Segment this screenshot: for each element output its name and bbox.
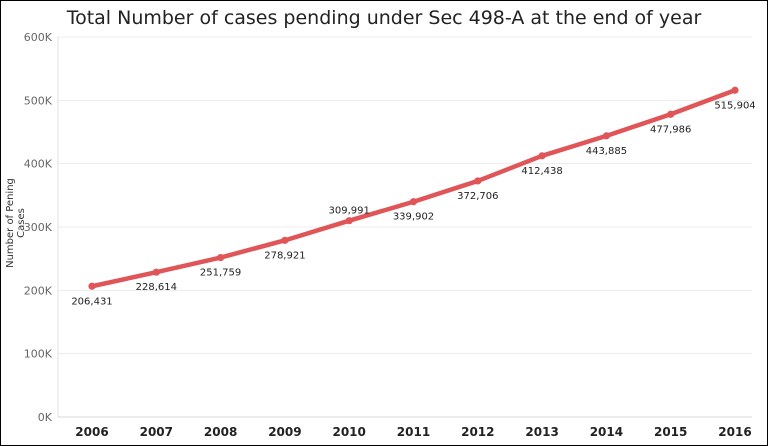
data-point	[281, 236, 289, 244]
data-point	[474, 177, 482, 185]
data-label: 412,438	[521, 166, 562, 177]
data-point	[602, 132, 611, 140]
data-label: 339,902	[393, 212, 434, 223]
y-tick-label: 200K	[24, 284, 53, 297]
x-tick-label: 2009	[268, 425, 301, 439]
x-tick-label: 2006	[75, 425, 108, 439]
chart-title: Total Number of cases pending under Sec …	[66, 7, 702, 29]
data-point	[345, 217, 353, 225]
data-label: 515,904	[714, 100, 755, 111]
data-point	[88, 282, 96, 290]
y-tick-label: 600K	[24, 31, 53, 44]
data-label: 309,991	[329, 206, 370, 217]
x-tick-label: 2013	[525, 425, 558, 439]
x-tick-label: 2007	[140, 425, 173, 439]
x-tick-label: 2014	[590, 425, 623, 439]
data-label: 278,921	[264, 250, 305, 261]
data-label: 443,885	[586, 146, 627, 157]
data-label: 477,986	[650, 124, 691, 135]
x-tick-label: 2010	[332, 425, 365, 439]
data-point	[538, 152, 546, 160]
x-tick-label: 2008	[204, 425, 237, 439]
y-tick-label: 400K	[24, 158, 53, 171]
y-tick-label: 100K	[24, 348, 53, 361]
series-line	[89, 88, 738, 289]
data-point	[152, 268, 160, 276]
x-tick-label: 2016	[718, 425, 751, 439]
data-point	[409, 198, 418, 206]
y-tick-label: 300K	[24, 221, 53, 234]
y-tick-label: 0K	[38, 411, 53, 424]
y-tick-label: 500K	[24, 94, 53, 107]
data-point	[217, 253, 225, 262]
data-label: 228,614	[136, 282, 177, 293]
data-point	[667, 110, 675, 118]
data-label: 251,759	[200, 268, 241, 279]
data-label: 372,706	[457, 191, 498, 202]
data-point	[731, 86, 739, 94]
data-label: 206,431	[71, 296, 112, 307]
x-tick-label: 2011	[397, 425, 430, 439]
x-tick-label: 2012	[461, 425, 494, 439]
x-tick-label: 2015	[654, 425, 687, 439]
